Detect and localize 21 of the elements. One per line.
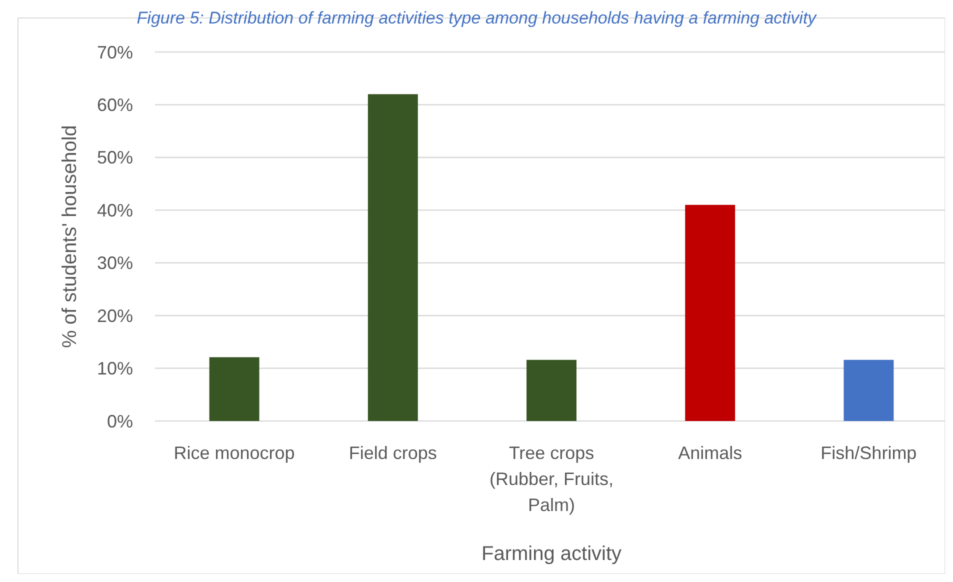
chart-title: Figure 5: Distribution of farming activities type among households having a farming activity xyxy=(136,8,818,28)
y-tick-label: 40% xyxy=(96,200,133,220)
y-tick-label: 0% xyxy=(106,411,133,432)
x-tick-label: Animals xyxy=(678,443,742,463)
y-tick-label: 10% xyxy=(96,358,133,379)
bar xyxy=(685,204,736,421)
y-tick-label: 70% xyxy=(96,42,133,62)
bar xyxy=(368,94,418,421)
x-tick-label: Rice monocrop xyxy=(174,443,295,463)
x-axis-title: Farming activity xyxy=(481,543,622,565)
y-tick-label: 60% xyxy=(96,95,133,116)
bar xyxy=(844,360,894,421)
x-tick-label: Fish/Shrimp xyxy=(820,443,917,463)
y-axis-title: % of students' household xyxy=(59,125,81,348)
y-tick-label: 20% xyxy=(96,306,133,326)
y-tick-label: 30% xyxy=(96,253,133,274)
bar xyxy=(209,357,260,421)
x-tick-label: Tree crops (Rubber, Fruits, Palm) xyxy=(489,443,614,515)
x-tick-label: Field crops xyxy=(348,443,437,463)
y-tick-label: 50% xyxy=(96,148,133,168)
bar xyxy=(526,360,576,421)
